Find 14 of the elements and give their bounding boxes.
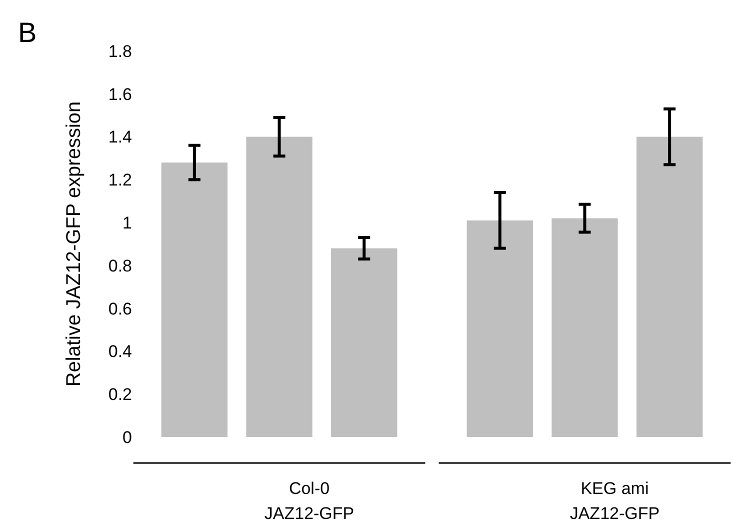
y-tick-label: 1.8 bbox=[108, 42, 132, 61]
y-tick-label: 0.4 bbox=[108, 342, 132, 362]
y-tick-label: 1.4 bbox=[108, 128, 132, 147]
y-tick-label: 0.8 bbox=[108, 256, 132, 276]
y-tick-label: 0.6 bbox=[108, 299, 132, 318]
y-tick-label: 0.2 bbox=[108, 385, 132, 404]
y-tick-label: 0 bbox=[122, 428, 132, 447]
text: B bbox=[18, 17, 37, 48]
y-tick-label: 1 bbox=[122, 214, 132, 233]
y-axis-title: Relative JAZ12-GFP expression bbox=[63, 101, 85, 387]
text: KEG ami JAZ12-GFP bbox=[570, 479, 660, 523]
y-tick-label: 1.2 bbox=[108, 170, 132, 190]
y-tick-label: 1.6 bbox=[108, 84, 132, 104]
text: Col-0 JAZ12-GFP bbox=[264, 479, 354, 523]
